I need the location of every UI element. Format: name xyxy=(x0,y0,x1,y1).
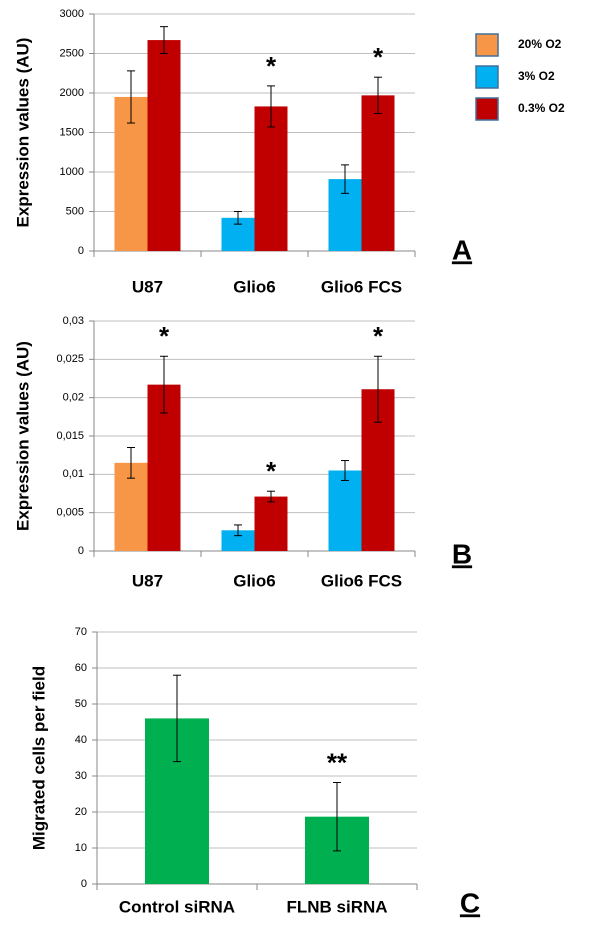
y-tick-label: 0,01 xyxy=(63,468,84,480)
legend-label: 0.3% O2 xyxy=(518,101,565,115)
y-tick-label: 60 xyxy=(75,662,87,674)
x-tick-label: U87 xyxy=(132,277,163,296)
y-tick-label: 0 xyxy=(81,878,87,890)
significance: ** xyxy=(327,747,348,777)
y-axis-title: Migrated cells per field xyxy=(29,666,48,850)
significance: * xyxy=(159,321,170,351)
y-tick-label: 40 xyxy=(75,734,87,746)
significance: * xyxy=(373,321,384,351)
y-axis-title: Expression values (AU) xyxy=(13,341,32,531)
legend-label: 20% O2 xyxy=(518,37,562,51)
y-tick-label: 70 xyxy=(75,626,87,638)
bar xyxy=(147,40,181,251)
y-tick-label: 0,025 xyxy=(56,353,84,365)
y-tick-label: 2500 xyxy=(60,47,84,59)
y-tick-label: 30 xyxy=(75,770,87,782)
legend-label: 3% O2 xyxy=(518,69,555,83)
x-tick-label: U87 xyxy=(132,571,163,590)
significance: * xyxy=(373,42,384,72)
y-tick-label: 2000 xyxy=(60,87,84,99)
panel-letter: B xyxy=(452,538,472,569)
y-tick-label: 0 xyxy=(78,245,84,257)
y-axis-title: Expression values (AU) xyxy=(13,38,32,228)
y-tick-label: 0,02 xyxy=(63,392,84,404)
bar xyxy=(361,95,395,252)
x-tick-label: Glio6 FCS xyxy=(321,277,402,296)
panel-letter: C xyxy=(460,887,480,918)
bar xyxy=(254,106,288,252)
bar xyxy=(328,470,362,551)
y-tick-label: 50 xyxy=(75,698,87,710)
x-tick-label: Glio6 xyxy=(233,571,276,590)
legend-swatch xyxy=(475,65,499,89)
y-tick-label: 10 xyxy=(75,842,87,854)
panel-letter: A xyxy=(452,234,472,265)
bar xyxy=(254,496,288,551)
significance: * xyxy=(266,51,277,81)
significance: * xyxy=(266,456,277,486)
y-tick-label: 0,03 xyxy=(63,315,84,327)
y-tick-label: 20 xyxy=(75,806,87,818)
y-tick-label: 0 xyxy=(78,545,84,557)
legend-swatch xyxy=(475,33,499,57)
y-tick-label: 1500 xyxy=(60,126,84,138)
x-tick-label: Glio6 FCS xyxy=(321,571,402,590)
y-tick-label: 500 xyxy=(66,205,84,217)
x-tick-label: Glio6 xyxy=(233,277,276,296)
y-tick-label: 0,015 xyxy=(56,430,84,442)
x-tick-label: FLNB siRNA xyxy=(286,897,387,916)
y-tick-label: 0,005 xyxy=(56,507,84,519)
y-tick-label: 1000 xyxy=(60,166,84,178)
legend-swatch xyxy=(475,97,499,121)
y-tick-label: 3000 xyxy=(60,8,84,20)
bar xyxy=(221,530,255,551)
x-tick-label: Control siRNA xyxy=(119,897,235,916)
